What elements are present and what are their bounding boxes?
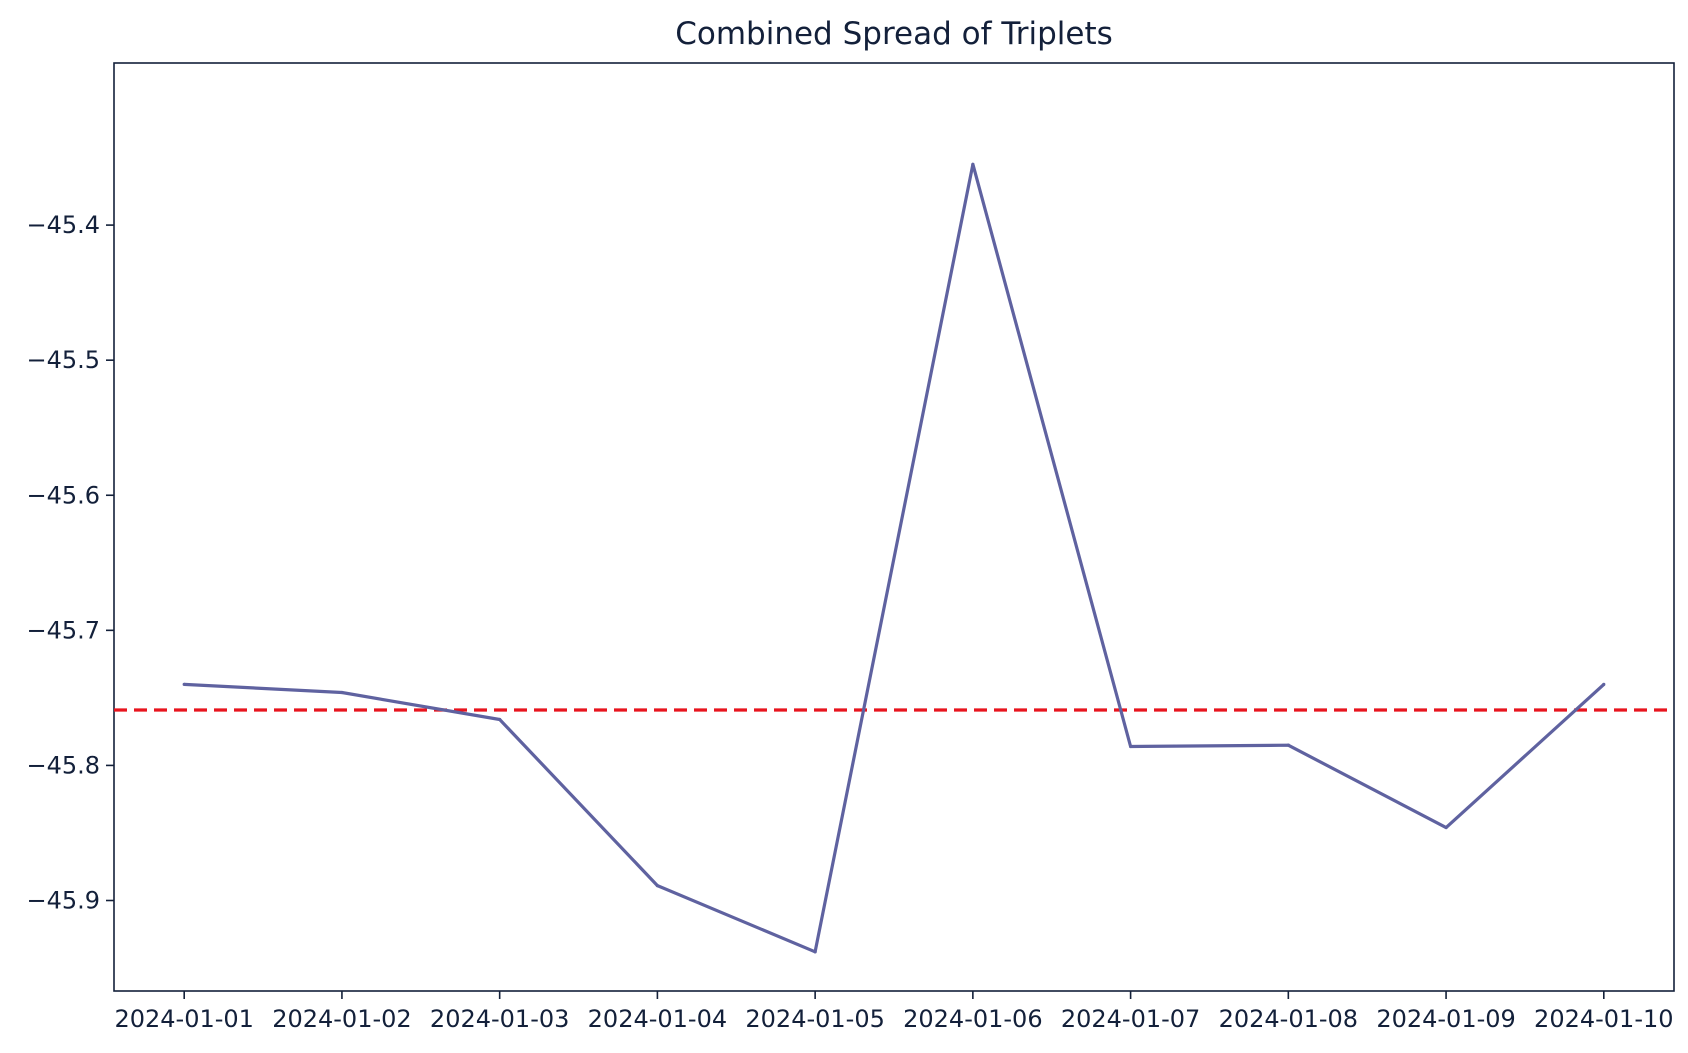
y-tick-label: −45.7 — [26, 616, 100, 644]
series-layer — [182, 162, 1606, 954]
plot-area-frame — [113, 62, 1675, 992]
x-tick-label: 2024-01-03 — [430, 1005, 569, 1033]
data-point — [498, 717, 502, 722]
data-point — [813, 950, 817, 954]
x-tick-label: 2024-01-02 — [272, 1005, 411, 1033]
y-tick-label: −45.9 — [26, 886, 100, 914]
data-point — [1602, 682, 1606, 686]
data-point — [340, 690, 344, 695]
data-point — [1286, 743, 1290, 747]
series-line — [184, 162, 1605, 954]
x-tick-label: 2024-01-01 — [114, 1005, 253, 1033]
x-tick-label: 2024-01-06 — [903, 1005, 1042, 1033]
x-tick-label: 2024-01-07 — [1061, 1005, 1200, 1033]
data-point — [182, 682, 186, 686]
data-point — [655, 884, 660, 888]
chart-title: Combined Spread of Triplets — [675, 16, 1113, 52]
x-tick-label: 2024-01-10 — [1534, 1005, 1673, 1033]
y-tick-label: −45.6 — [26, 481, 100, 509]
y-tick-label: −45.5 — [26, 346, 100, 374]
x-tick-label: 2024-01-05 — [745, 1005, 884, 1033]
data-point — [1129, 744, 1133, 749]
x-axis: 2024-01-01 2024-01-02 2024-01-03 2024-01-04… — [114, 991, 1674, 1033]
y-tick-label: −45.8 — [26, 751, 100, 779]
data-point — [971, 162, 975, 166]
x-tick-label: 2024-01-04 — [588, 1005, 727, 1033]
x-tick-label: 2024-01-08 — [1219, 1005, 1358, 1033]
data-point — [1444, 825, 1448, 830]
y-axis: −45.9 −45.8 −45.7 −45.6 −45.5 −45.4 — [26, 211, 114, 914]
x-tick-label: 2024-01-09 — [1376, 1005, 1515, 1033]
y-tick-label: −45.4 — [26, 211, 100, 239]
